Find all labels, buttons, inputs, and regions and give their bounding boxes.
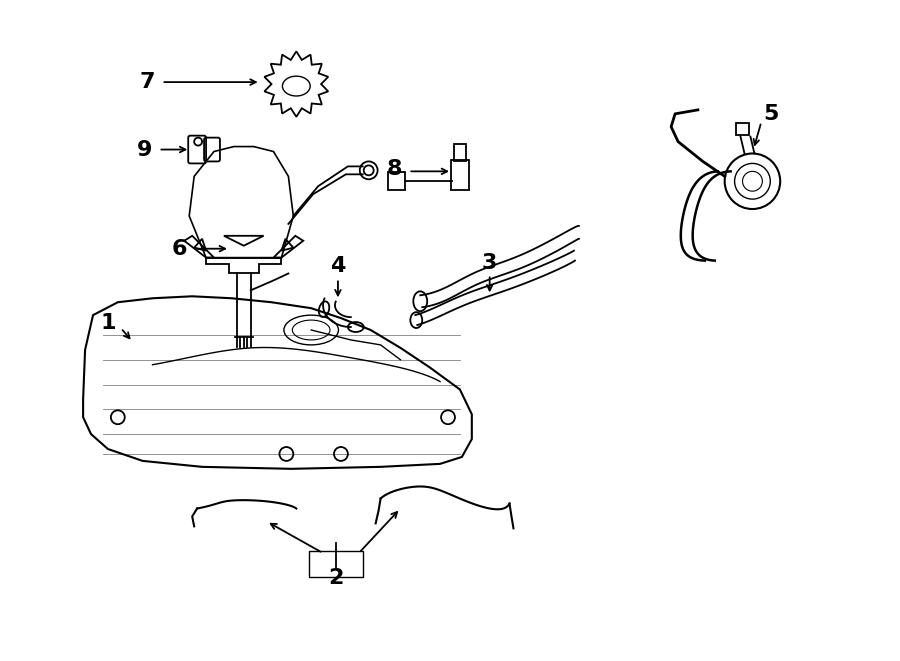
Text: 3: 3 (482, 253, 498, 272)
Text: 5: 5 (763, 104, 778, 124)
Text: 7: 7 (140, 72, 156, 92)
Text: 1: 1 (100, 313, 116, 333)
Text: 8: 8 (387, 159, 402, 179)
Text: 6: 6 (172, 239, 187, 258)
Text: 2: 2 (328, 568, 344, 588)
Text: 4: 4 (330, 256, 346, 276)
Text: 9: 9 (137, 139, 152, 159)
